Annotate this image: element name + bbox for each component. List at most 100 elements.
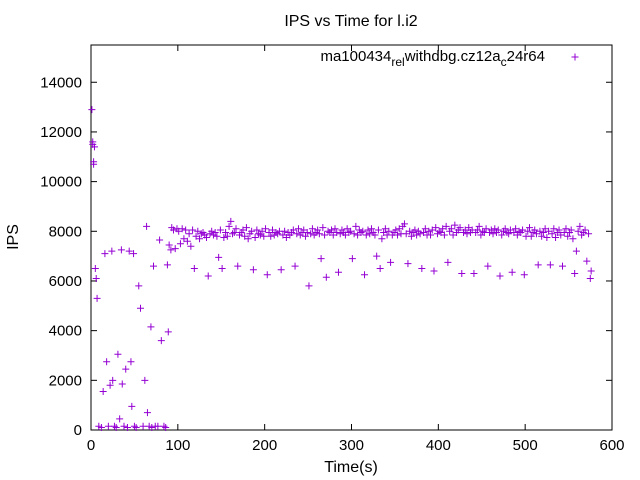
data-point <box>272 229 280 237</box>
x-tick-label: 100 <box>165 437 190 454</box>
data-point <box>524 227 532 235</box>
data-point <box>491 225 499 233</box>
data-point <box>411 226 419 234</box>
y-tick-label: 4000 <box>49 323 82 340</box>
data-point <box>404 260 412 268</box>
data-point <box>90 143 98 151</box>
data-point <box>328 226 336 234</box>
data-point <box>515 227 523 235</box>
data-point <box>321 231 329 239</box>
data-point <box>289 226 297 234</box>
x-tick-label: 300 <box>339 437 364 454</box>
data-point <box>392 226 400 234</box>
data-point <box>307 230 315 238</box>
y-tick-label: 6000 <box>49 273 82 290</box>
data-point <box>539 229 547 237</box>
y-axis: 0 2000 4000 6000 8000 10000 12000 14000 <box>40 74 612 439</box>
data-point <box>130 422 138 430</box>
data-point <box>253 226 261 234</box>
x-axis-label: Time(s) <box>324 459 378 476</box>
data-point <box>315 230 323 238</box>
plot-frame <box>90 44 613 431</box>
legend-label-part: 24r64 <box>507 48 545 65</box>
data-point <box>88 106 96 114</box>
data-point <box>425 227 433 235</box>
data-point <box>385 227 393 235</box>
data-point <box>141 376 149 384</box>
data-point <box>498 231 506 239</box>
x-axis: 0 100 200 300 400 500 600 <box>87 45 625 454</box>
data-point <box>242 224 250 232</box>
data-point <box>103 358 111 366</box>
data-point <box>234 262 242 270</box>
data-point <box>147 323 155 331</box>
data-point <box>93 294 101 302</box>
data-point <box>520 271 528 279</box>
data-point <box>229 230 237 238</box>
data-point <box>295 225 303 233</box>
data-point <box>440 231 448 239</box>
legend-label-part: rel <box>391 55 404 69</box>
data-point <box>277 266 285 274</box>
data-point <box>136 304 144 312</box>
data-point <box>301 232 309 240</box>
data-point <box>567 226 575 234</box>
data-point <box>97 424 105 432</box>
x-tick-label: 400 <box>426 437 451 454</box>
data-point <box>333 229 341 237</box>
data-point <box>562 225 570 233</box>
data-point <box>160 422 168 430</box>
legend-label: ma100434relwithdbg.cz12ac24r64 <box>320 48 545 69</box>
data-point <box>117 246 125 254</box>
data-point <box>336 230 344 238</box>
data-point <box>546 261 554 269</box>
data-point <box>208 227 216 235</box>
data-point <box>215 253 223 261</box>
data-point <box>178 225 186 233</box>
data-point <box>263 271 271 279</box>
data-point <box>248 227 256 235</box>
x-tick-label: 200 <box>252 437 277 454</box>
data-point <box>128 402 136 410</box>
data-point <box>444 258 452 266</box>
data-point <box>222 229 230 237</box>
data-point <box>451 221 459 229</box>
data-point <box>202 234 210 241</box>
data-point <box>352 222 360 230</box>
data-point <box>256 231 264 239</box>
data-point <box>211 229 219 237</box>
data-point <box>187 242 195 250</box>
data-point <box>130 250 138 258</box>
data-point <box>223 232 231 240</box>
data-point <box>314 226 322 234</box>
data-point <box>456 224 464 232</box>
data-point <box>484 262 492 270</box>
y-tick-label: 2000 <box>49 372 82 389</box>
data-point <box>519 226 527 234</box>
data-point <box>123 424 131 432</box>
data-point <box>387 258 395 266</box>
data-point <box>334 268 342 276</box>
data-point <box>374 226 382 234</box>
data-point <box>430 267 438 275</box>
y-tick-label: 0 <box>74 422 82 439</box>
data-point <box>232 225 240 233</box>
data-point <box>487 226 495 234</box>
data-point <box>116 415 124 423</box>
data-point <box>371 231 379 239</box>
data-point <box>139 422 147 430</box>
data-point <box>99 388 107 395</box>
data-point <box>185 230 193 238</box>
x-tick-label: 600 <box>599 437 624 454</box>
y-tick-label: 14000 <box>40 74 82 91</box>
data-point <box>303 229 311 237</box>
data-point <box>526 224 534 232</box>
data-point <box>508 268 516 276</box>
y-tick-label: 12000 <box>40 124 82 141</box>
data-point <box>230 229 238 237</box>
data-point <box>262 225 270 233</box>
data-point <box>293 230 301 238</box>
y-tick-label: 8000 <box>49 223 82 240</box>
y-tick-label: 10000 <box>40 174 82 191</box>
data-point <box>543 234 551 241</box>
